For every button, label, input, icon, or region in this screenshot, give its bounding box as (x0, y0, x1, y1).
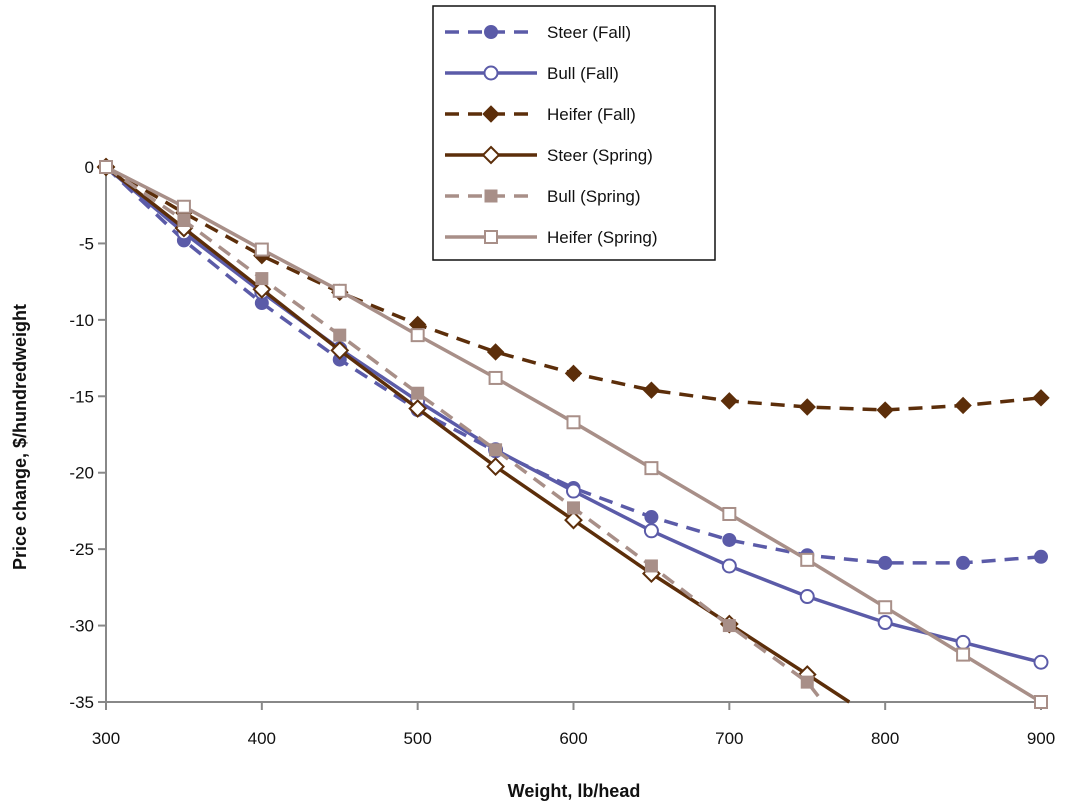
data-point (566, 483, 581, 499)
data-point (721, 558, 737, 574)
data-point (1034, 695, 1048, 709)
data-point (411, 386, 425, 400)
legend-label: Heifer (Fall) (547, 105, 636, 124)
x-tick-label: 900 (1027, 729, 1055, 748)
data-point (722, 619, 736, 633)
data-point (877, 615, 893, 631)
data-point (254, 242, 269, 257)
y-axis-title: Price change, $/hundredweight (10, 304, 30, 570)
data-point (99, 160, 113, 174)
legend-swatch-marker (484, 189, 498, 203)
x-axis-title: Weight, lb/head (508, 781, 641, 801)
data-point (642, 381, 661, 399)
data-point (644, 461, 659, 476)
x-tick-label: 300 (92, 729, 120, 748)
data-point (644, 559, 658, 573)
legend-box (432, 5, 716, 261)
data-point (955, 634, 971, 650)
legend-label: Steer (Fall) (547, 23, 631, 42)
data-point (486, 457, 505, 477)
legend-swatch-marker (481, 145, 501, 165)
data-point (878, 600, 893, 615)
data-point (564, 364, 583, 383)
legend-label: Bull (Fall) (547, 64, 619, 83)
data-point (177, 214, 191, 227)
data-point (720, 392, 739, 410)
y-tick-label: -15 (69, 387, 94, 406)
legend-item: Steer (Fall) (445, 23, 631, 42)
y-tick-label: -10 (69, 311, 94, 330)
y-tick-label: -35 (69, 693, 94, 712)
data-point (798, 398, 816, 416)
x-tick-label: 800 (871, 729, 899, 748)
y-tick-label: -5 (79, 234, 94, 253)
legend-item: Heifer (Spring) (445, 228, 658, 247)
data-point (486, 343, 505, 361)
data-point (878, 555, 893, 570)
legend-label: Heifer (Spring) (547, 228, 658, 247)
data-point (722, 506, 737, 521)
legend-item: Steer (Spring) (445, 145, 653, 165)
data-point (643, 523, 659, 539)
data-point (408, 399, 428, 418)
legend-label: Steer (Spring) (547, 146, 653, 165)
x-tick-label: 500 (403, 729, 431, 748)
data-point (799, 589, 815, 605)
legend-swatch-marker (484, 25, 498, 39)
data-point (255, 272, 269, 286)
legend-item: Bull (Fall) (445, 64, 619, 83)
series-bull-spring (99, 160, 825, 704)
data-point (332, 283, 347, 298)
data-point (330, 341, 350, 360)
y-tick-label: -20 (69, 464, 94, 483)
series-heifer-spring (99, 160, 1048, 709)
data-point (488, 370, 503, 385)
series-lines (96, 157, 1050, 709)
legend-label: Bull (Spring) (547, 187, 641, 206)
legend-item: Heifer (Fall) (445, 105, 636, 124)
data-point (1033, 654, 1049, 670)
y-tick-label: -30 (69, 617, 94, 636)
data-point (956, 555, 971, 570)
data-point (410, 328, 425, 343)
data-point (566, 415, 581, 430)
data-point (876, 401, 894, 419)
x-tick-label: 400 (248, 729, 276, 748)
data-point (800, 552, 815, 567)
series-line (105, 165, 825, 704)
data-point (956, 647, 971, 662)
axes: 0 -5 -10 -15 -20 -25 -30 -35 300 400 500 600 700 800 9… (69, 158, 1055, 748)
y-tick-label: 0 (85, 158, 94, 177)
data-point (567, 501, 580, 515)
data-point (954, 396, 972, 415)
data-point (176, 199, 191, 214)
x-tick-label: 700 (715, 729, 743, 748)
legend-swatch-marker (482, 105, 500, 123)
legend-swatch-marker (484, 230, 498, 244)
legend: Steer (Fall) Bull (Fall) Heifer (Fall) Stee… (432, 5, 716, 261)
data-point (722, 532, 737, 547)
data-point (564, 510, 583, 530)
legend-swatch-marker (483, 65, 499, 81)
data-point (333, 328, 347, 342)
data-point (489, 443, 503, 457)
data-point (800, 675, 814, 689)
data-point (1034, 549, 1048, 564)
data-point (252, 279, 272, 299)
y-tick-label: -25 (69, 540, 94, 559)
data-point (644, 510, 659, 525)
data-point (1032, 389, 1050, 407)
x-tick-label: 600 (559, 729, 587, 748)
legend-item: Bull (Spring) (445, 187, 641, 206)
